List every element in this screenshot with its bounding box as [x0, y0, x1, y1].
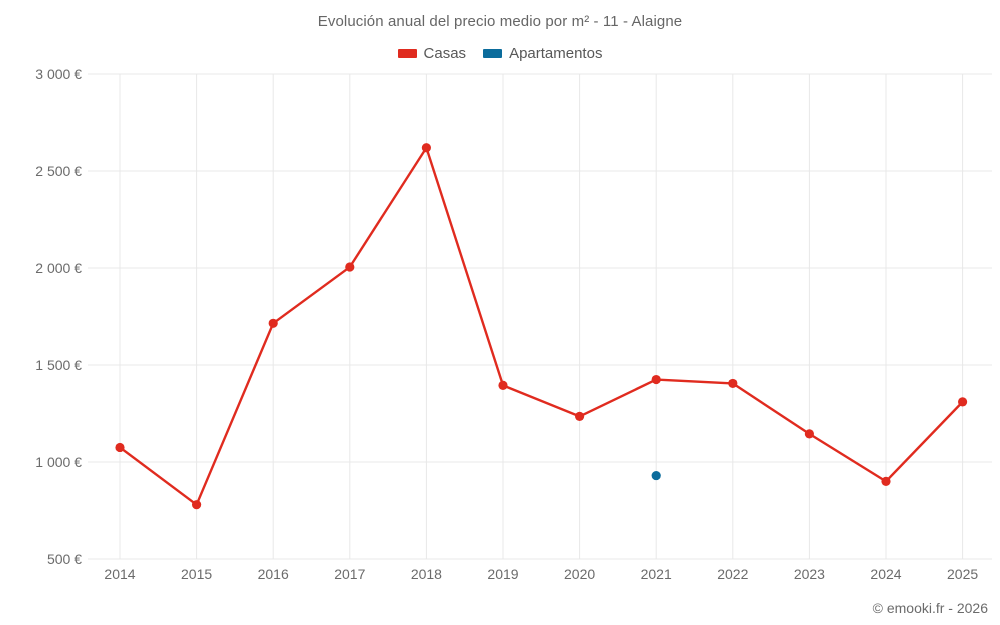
- y-tick-label: 2 000 €: [35, 260, 82, 276]
- x-tick-label: 2015: [181, 566, 213, 582]
- legend-swatch-apartamentos: [483, 49, 503, 58]
- x-tick-label: 2024: [870, 566, 902, 582]
- legend-item-apartamentos[interactable]: Apartamentos: [483, 45, 602, 62]
- data-point[interactable]: [728, 378, 738, 389]
- chart-legend: Casas Apartamentos: [0, 45, 1000, 62]
- y-tick-label: 2 500 €: [35, 163, 82, 179]
- x-tick-label: 2023: [793, 566, 825, 582]
- data-point[interactable]: [421, 143, 431, 153]
- x-tick-label: 2016: [257, 566, 289, 582]
- data-point[interactable]: [575, 411, 585, 422]
- x-tick-label: 2014: [104, 566, 136, 582]
- legend-label-casas: Casas: [423, 45, 467, 62]
- data-point[interactable]: [804, 429, 815, 439]
- y-tick-label: 1 500 €: [35, 357, 82, 373]
- data-point[interactable]: [345, 262, 355, 272]
- copyright-footer: © emooki.fr - 2026: [872, 600, 988, 616]
- data-point[interactable]: [958, 397, 968, 407]
- y-tick-label: 1 000 €: [35, 454, 82, 470]
- chart-title: Evolución anual del precio medio por m² …: [317, 13, 683, 30]
- x-tick-label: 2025: [947, 566, 979, 582]
- y-tick-label: 500 €: [46, 551, 82, 567]
- y-tick-label: 3 000 €: [35, 66, 82, 82]
- series-line-casas: [118, 146, 964, 506]
- y-gridlines: [88, 73, 992, 560]
- legend-label-apartamentos: Apartamentos: [509, 45, 603, 62]
- data-point[interactable]: [498, 380, 508, 390]
- x-tick-label: 2022: [717, 566, 749, 582]
- x-tick-label: 2021: [640, 566, 672, 582]
- x-tick-label: 2017: [334, 566, 366, 582]
- x-tick-label: 2018: [410, 566, 442, 582]
- data-point[interactable]: [651, 374, 661, 385]
- x-tick-label: 2020: [564, 566, 596, 582]
- legend-swatch-casas: [397, 49, 417, 58]
- data-point[interactable]: [268, 318, 278, 328]
- series-lines: [118, 146, 964, 506]
- data-point[interactable]: [881, 476, 891, 486]
- legend-item-casas[interactable]: Casas: [397, 45, 467, 62]
- x-tick-label: 2019: [487, 566, 519, 582]
- data-point[interactable]: [115, 442, 125, 453]
- x-gridlines: [119, 74, 964, 559]
- data-point[interactable]: [192, 500, 202, 510]
- data-point[interactable]: [651, 470, 661, 481]
- series-points: [115, 143, 968, 510]
